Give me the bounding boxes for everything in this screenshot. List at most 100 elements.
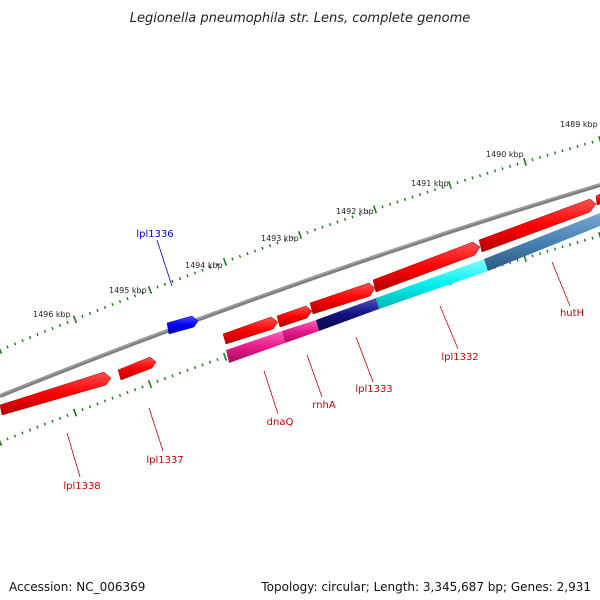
- tick-mark-outer: [133, 294, 137, 298]
- gene-lpl1337[interactable]: [117, 356, 157, 381]
- tick-mark-inner: [72, 408, 78, 417]
- accession-text: Accession: NC_006369: [9, 580, 146, 594]
- cds-dnaQ[interactable]: [226, 331, 285, 363]
- tick-mark-outer: [201, 268, 204, 272]
- tick-mark-outer: [328, 223, 332, 227]
- tick-mark-inner: [133, 388, 137, 392]
- tick-mark-inner: [576, 240, 579, 245]
- gene-label-hutH[interactable]: hutH: [560, 308, 584, 319]
- tick-mark-inner: [6, 437, 9, 441]
- tick-mark-outer: [88, 311, 92, 315]
- tick-mark-outer: [246, 252, 249, 256]
- tick-mark-inner: [186, 368, 189, 372]
- cds-lpl1333[interactable]: [316, 298, 379, 331]
- leader-hutH: [551, 261, 571, 307]
- gene-labels: lpl1336 hutH lpl1332 lpl1333 rnhA dnaQ l…: [63, 229, 584, 492]
- tick-mark-outer: [222, 257, 228, 266]
- tick-mark-inner: [546, 249, 549, 253]
- tick-mark-outer: [366, 210, 369, 214]
- tick-mark-outer: [171, 279, 174, 283]
- leader-lpl1332: [439, 305, 459, 350]
- tick-mark-outer: [448, 180, 452, 190]
- tick-mark-inner: [216, 357, 219, 362]
- tick-mark-outer: [103, 305, 107, 310]
- gene-partial-right[interactable]: [595, 193, 600, 206]
- tick-mark-outer: [456, 181, 459, 185]
- tick-mark-inner: [583, 238, 587, 242]
- gene-dnaQ[interactable]: [222, 316, 279, 345]
- tick-mark-outer: [193, 271, 197, 275]
- tick-label: 1489 kbp: [560, 120, 598, 129]
- tick-label: 1492 kbp: [336, 207, 374, 216]
- tick-mark-outer: [81, 314, 84, 318]
- tick-mark-inner: [516, 258, 519, 262]
- tick-mark-outer: [441, 185, 444, 189]
- tick-mark-outer: [358, 212, 362, 216]
- tick-mark-outer: [561, 149, 564, 153]
- tick-mark-outer: [276, 241, 279, 245]
- tick-mark-inner: [43, 422, 47, 426]
- leader-rnhA: [306, 354, 323, 398]
- tick-mark-inner: [598, 231, 600, 239]
- tick-mark-outer: [66, 320, 69, 324]
- tick-mark-outer: [343, 217, 347, 222]
- tick-mark-outer: [261, 246, 264, 250]
- gene-label-lpl1338[interactable]: lpl1338: [63, 481, 100, 492]
- tick-mark-outer: [418, 193, 422, 197]
- cds-rnhA[interactable]: [282, 320, 319, 343]
- tick-mark-inner: [51, 419, 54, 423]
- tick-mark-inner: [13, 434, 17, 438]
- tick-mark-inner: [111, 396, 114, 400]
- tick-mark-inner: [21, 431, 24, 435]
- gene-hutH[interactable]: [478, 198, 597, 253]
- tick-mark-outer: [141, 291, 144, 295]
- tick-mark-inner: [156, 379, 159, 383]
- tick-mark-outer: [186, 274, 189, 278]
- gene-label-dnaQ[interactable]: dnaQ: [267, 417, 294, 428]
- tick-mark-outer: [28, 336, 32, 340]
- tick-mark-inner: [201, 363, 204, 367]
- gene-label-lpl1333[interactable]: lpl1333: [355, 384, 392, 395]
- tick-mark-outer: [411, 195, 414, 199]
- cds-lpl1332[interactable]: [376, 259, 488, 309]
- tick-mark-outer: [156, 285, 159, 289]
- tick-mark-outer: [0, 347, 3, 355]
- gene-rnhA[interactable]: [276, 305, 313, 328]
- tick-mark-outer: [381, 205, 384, 209]
- cds-hutH[interactable]: [484, 213, 600, 271]
- gene-lpl1336[interactable]: [166, 315, 199, 335]
- gene-label-rnhA[interactable]: rnhA: [312, 400, 336, 411]
- tick-mark-outer: [118, 300, 122, 304]
- tick-mark-inner: [163, 377, 167, 381]
- tick-mark-outer: [21, 339, 24, 343]
- gene-lpl1338[interactable]: [0, 371, 112, 416]
- tick-mark-outer: [598, 135, 600, 143]
- tick-mark-outer: [163, 282, 167, 286]
- leader-lpl1336: [156, 239, 173, 287]
- tick-mark-inner: [561, 245, 564, 249]
- tick-mark-outer: [576, 144, 579, 148]
- tick-mark-outer: [546, 153, 549, 157]
- tick-mark-outer: [297, 230, 303, 240]
- tick-mark-outer: [238, 254, 242, 258]
- tick-mark-outer: [388, 202, 392, 206]
- tick-ring-inner: [0, 231, 600, 447]
- tick-labels: 1489 kbp 1490 kbp 1491 kbp 1492 kbp 1493…: [33, 120, 598, 319]
- tick-mark-outer: [463, 178, 467, 182]
- tick-label: 1494 kbp: [185, 261, 223, 270]
- map-title: Legionella pneumophila str. Lens, comple…: [130, 11, 471, 26]
- gene-label-lpl1332[interactable]: lpl1332: [441, 352, 478, 363]
- tick-mark-inner: [58, 416, 62, 420]
- gene-lpl1333[interactable]: [309, 282, 376, 315]
- cds-track: [226, 213, 600, 363]
- tick-mark-outer: [36, 332, 39, 337]
- tick-mark-outer: [486, 171, 489, 175]
- tick-mark-outer: [216, 263, 219, 267]
- tick-mark-inner: [126, 390, 129, 395]
- tick-mark-inner: [222, 352, 228, 361]
- gene-track-red: [0, 193, 600, 416]
- gene-lpl1332[interactable]: [372, 241, 481, 293]
- gene-label-lpl1336[interactable]: lpl1336: [136, 229, 173, 240]
- gene-label-lpl1337[interactable]: lpl1337: [146, 455, 183, 466]
- tick-mark-outer: [396, 200, 399, 204]
